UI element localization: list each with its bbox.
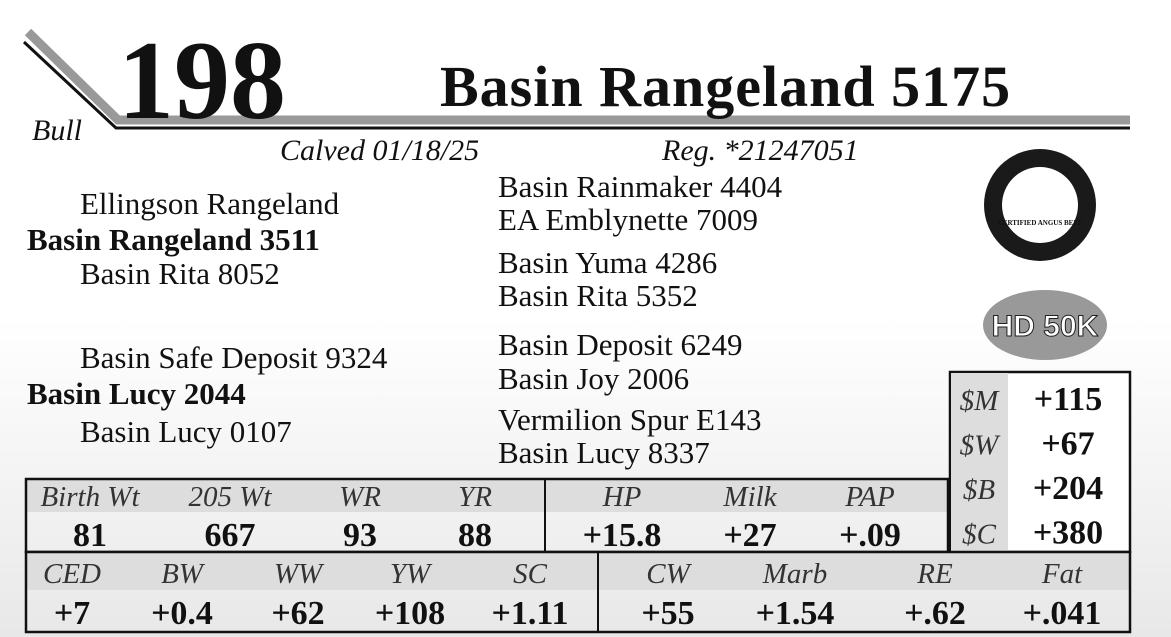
epd-value: +62 <box>271 595 324 632</box>
pedigree-name: Basin Lucy 0107 <box>80 414 292 449</box>
hd50k-text: HD 50K <box>992 310 1099 343</box>
epd-header: SC <box>513 558 548 590</box>
sex: Bull <box>32 114 82 147</box>
animal-name: Basin Rangeland 5175 <box>440 54 1011 119</box>
epd-value: +55 <box>641 595 694 632</box>
epd-table <box>24 550 1132 634</box>
epd-header: YW <box>390 558 433 590</box>
calved: Calved 01/18/25 <box>280 134 479 167</box>
index-label: $B <box>963 474 996 506</box>
index-label: $C <box>962 519 997 551</box>
index-value: +115 <box>1034 381 1103 418</box>
performance-value: +.09 <box>839 517 901 554</box>
ancestor: Basin Yuma 4286 <box>498 245 717 280</box>
ancestor: Basin Deposit 6249 <box>498 327 743 362</box>
pedigree-name: Basin Safe Deposit 9324 <box>80 340 388 375</box>
epd-header-row <box>26 552 1130 590</box>
performance-header: PAP <box>844 481 894 513</box>
cab-logo-inner <box>1002 167 1078 243</box>
performance-value: 88 <box>458 517 492 554</box>
epd-value: +.62 <box>904 595 966 632</box>
epd-header: CW <box>646 558 692 590</box>
pedigree-name: Ellingson Rangeland <box>80 186 340 221</box>
epd-value: +7 <box>54 595 90 632</box>
pedigree-name: Basin Rita 8052 <box>80 256 280 291</box>
epd-header: CED <box>43 558 101 590</box>
index-value: +204 <box>1033 470 1103 507</box>
performance-value: 81 <box>73 517 107 554</box>
performance-value: 93 <box>343 517 377 554</box>
epd-header: Fat <box>1041 558 1083 590</box>
epd-header: Marb <box>762 558 827 590</box>
index-value: +67 <box>1041 426 1094 463</box>
index-label-column <box>951 373 1008 551</box>
index-label: $M <box>960 385 1001 417</box>
performance-value: +15.8 <box>583 517 662 554</box>
epd-value: +0.4 <box>151 595 213 632</box>
ancestor: Basin Lucy 8337 <box>498 435 710 470</box>
performance-header: HP <box>602 481 642 513</box>
epd-value: +1.11 <box>492 595 569 632</box>
lot-number: 198 <box>118 19 286 143</box>
performance-header: YR <box>458 481 492 513</box>
ancestor: Basin Rainmaker 4404 <box>498 169 783 204</box>
hd50k-badge <box>983 290 1107 360</box>
performance-value: 667 <box>205 517 256 554</box>
performance-header: Milk <box>722 481 777 513</box>
dam: Basin Lucy 2044 <box>27 376 246 411</box>
index-label: $W <box>960 430 1002 462</box>
sire: Basin Rangeland 3511 <box>27 222 320 257</box>
index-value: +380 <box>1033 515 1103 552</box>
epd-value: +108 <box>375 595 445 632</box>
ancestor: Basin Joy 2006 <box>498 361 689 396</box>
epd-value: +1.54 <box>756 595 835 632</box>
ancestor: Vermilion Spur E143 <box>498 402 762 437</box>
header-rule-black <box>22 40 1130 130</box>
epd-value: +.041 <box>1023 595 1102 632</box>
registration: Reg. *21247051 <box>661 134 859 167</box>
cab-logo-text: CERTIFIED ANGUS BEEF <box>998 219 1083 227</box>
epd-header: BW <box>161 558 206 590</box>
epd-header: WW <box>274 558 325 590</box>
performance-header: Birth Wt <box>40 481 140 513</box>
epd-header: RE <box>916 558 953 590</box>
performance-header: WR <box>339 481 381 513</box>
header-rule-gray <box>24 28 1130 125</box>
performance-value: +27 <box>723 517 776 554</box>
performance-header: 205 Wt <box>189 481 273 513</box>
ancestor: EA Emblynette 7009 <box>498 202 758 237</box>
performance-header-row <box>26 479 948 512</box>
ancestor: Basin Rita 5352 <box>498 278 698 313</box>
